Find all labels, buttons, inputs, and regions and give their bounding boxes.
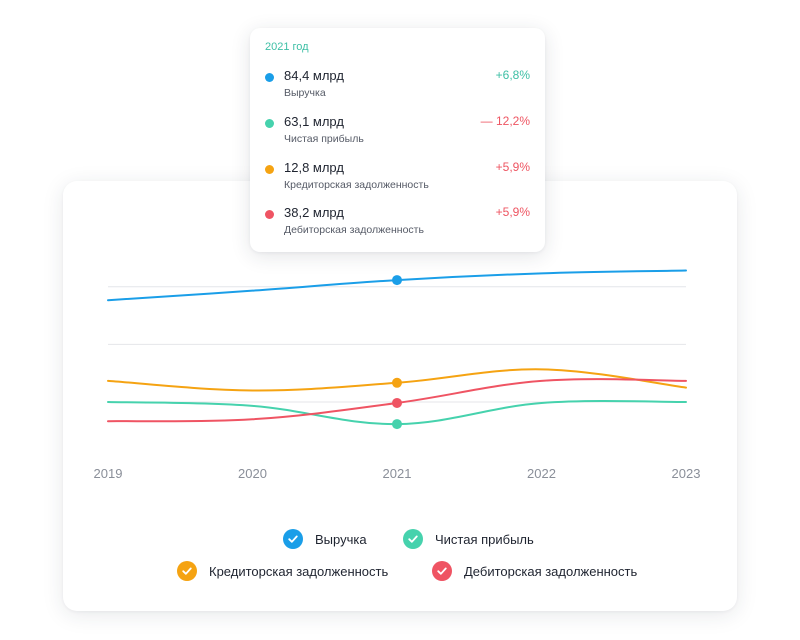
legend-label: Чистая прибыль: [435, 531, 534, 547]
legend-item-receivables[interactable]: Дебиторская задолженность: [432, 560, 637, 582]
tooltip-row-net-profit: 63,1 млрд Чистая прибыль — 12,2%: [265, 114, 530, 148]
tooltip-row-receivables: 38,2 млрд Дебиторская задолженность +5,9…: [265, 205, 530, 239]
data-point-marker: [392, 419, 402, 430]
data-point-marker: [392, 397, 402, 408]
net-profit-dot-icon: [265, 119, 274, 128]
tooltip-value: 63,1 млрд: [284, 114, 344, 129]
check-icon: [403, 529, 423, 549]
x-tick-label: 2022: [527, 466, 556, 481]
revenue-dot-icon: [265, 73, 274, 82]
check-icon: [177, 561, 197, 581]
tooltip-title: 2021 год: [265, 41, 309, 53]
tooltip-value: 38,2 млрд: [284, 205, 344, 220]
legend-item-revenue[interactable]: Выручка: [283, 528, 367, 550]
data-point-marker: [392, 275, 402, 286]
series-line: [107, 269, 687, 302]
legend-label: Кредиторская задолженность: [209, 563, 389, 579]
x-tick-label: 2020: [238, 466, 267, 481]
tooltip-delta: — 12,2%: [480, 114, 530, 128]
tooltip-value: 84,4 млрд: [284, 68, 344, 83]
x-tick-label: 2021: [383, 466, 412, 481]
data-point-marker: [392, 377, 402, 388]
tooltip-row-payables: 12,8 млрд Кредиторская задолженность +5,…: [265, 160, 530, 194]
receivables-dot-icon: [265, 210, 274, 219]
x-tick-label: 2023: [672, 466, 701, 481]
tooltip-row-revenue: 84,4 млрд Выручка +6,8%: [265, 68, 530, 102]
tooltip-label: Чистая прибыль: [284, 133, 364, 145]
legend-label: Выручка: [315, 531, 367, 547]
chart-card: [63, 181, 737, 611]
legend-item-payables[interactable]: Кредиторская задолженность: [177, 560, 388, 582]
tooltip-delta: +5,9%: [495, 205, 530, 219]
legend-label: Дебиторская задолженность: [464, 563, 638, 579]
check-icon: [283, 529, 303, 549]
legend-item-net-profit[interactable]: Чистая прибыль: [403, 528, 534, 550]
tooltip-value: 12,8 млрд: [284, 160, 344, 175]
tooltip-delta: +5,9%: [495, 160, 530, 174]
tooltip-label: Выручка: [284, 87, 326, 99]
data-tooltip: 2021 год 84,4 млрд Выручка +6,8% 63,1 мл…: [250, 28, 545, 252]
payables-dot-icon: [265, 165, 274, 174]
x-tick-label: 2019: [94, 466, 123, 481]
tooltip-label: Кредиторская задолженность: [284, 179, 429, 191]
tooltip-label: Дебиторская задолженность: [284, 224, 424, 236]
tooltip-delta: +6,8%: [495, 68, 530, 82]
check-icon: [432, 561, 452, 581]
